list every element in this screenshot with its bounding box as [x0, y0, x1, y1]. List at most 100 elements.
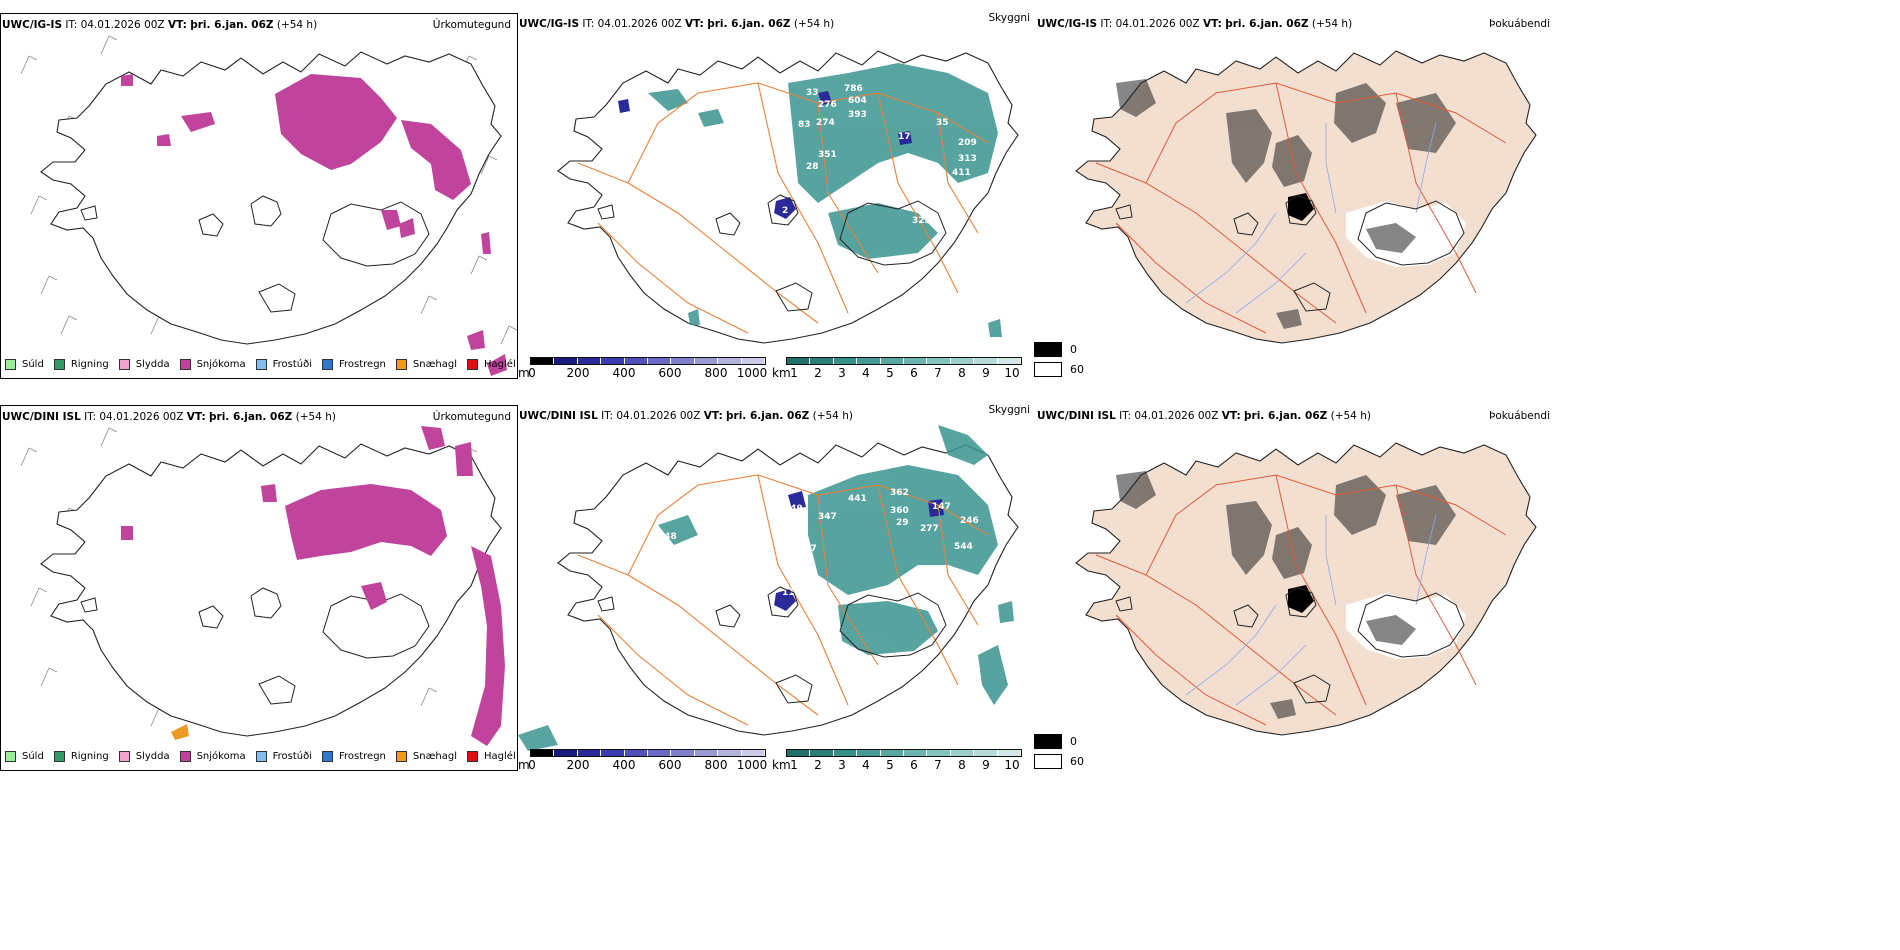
ceiling-label: 17 — [898, 132, 911, 142]
ceiling-label: 786 — [844, 84, 863, 94]
visibility-map: 748 342 149 441 362 360 147 246 29 277 3… — [518, 425, 1019, 751]
ceiling-label: 33 — [806, 88, 819, 98]
fog-high-areas — [1116, 471, 1456, 719]
ceiling-label: 35 — [936, 118, 949, 128]
panel-header: UWC/IG-IS IT: 04.01.2026 00Z VT: þri. 6.… — [2, 16, 513, 34]
panel-header: UWC/IG-IS IT: 04.01.2026 00Z VT: þri. 6.… — [1037, 15, 1552, 33]
legend-item: Rigning — [53, 750, 109, 762]
fog-index-map — [1075, 442, 1537, 736]
panel-header: UWC/IG-IS IT: 04.01.2026 00Z VT: þri. 6.… — [519, 13, 1032, 33]
legend-item: Rigning — [53, 358, 109, 370]
valid-time: þri. 6.jan. 06Z — [190, 19, 274, 31]
fog-roads — [1095, 474, 1507, 726]
legend-item: Snæhagl — [395, 358, 457, 370]
fog-index-panel-dini: UWC/DINI ISL IT: 04.01.2026 00Z VT: þri.… — [1036, 405, 1556, 771]
legend-item: Slydda — [118, 750, 170, 762]
ceiling-labels: 748 342 149 441 362 360 147 246 29 277 3… — [658, 488, 979, 598]
ceiling-colorbar: m 0 200 400 600 800 1000 — [518, 749, 768, 771]
ceiling-label: 342 — [728, 508, 747, 518]
ceiling-label: 277 — [920, 524, 939, 534]
precip-type-map — [20, 35, 517, 376]
legend-item: Frostregn — [322, 358, 386, 370]
low-ceiling-areas — [774, 491, 944, 611]
ceiling-label: 246 — [960, 516, 979, 526]
parameter-title: Þokuábendi — [1489, 18, 1550, 30]
visibility-panel-dini: 748 342 149 441 362 360 147 246 29 277 3… — [518, 405, 1036, 771]
ceiling-label: 441 — [848, 494, 867, 504]
ceiling-label: 360 — [890, 506, 909, 516]
model-name: UWC/DINI ISL — [2, 411, 81, 423]
fog-dense-areas — [1288, 193, 1314, 221]
legend-item: Frostúði — [255, 358, 312, 370]
ceiling-label: 351 — [818, 150, 837, 160]
parameter-title: Úrkomutegund — [432, 19, 511, 31]
fog-dense-areas — [1288, 585, 1314, 613]
roads — [577, 82, 989, 334]
ceiling-label: 147 — [932, 502, 951, 512]
roads — [577, 474, 989, 726]
ceiling-label: 748 — [658, 532, 677, 542]
visibility-colorbar: km 1 2 3 4 5 6 7 8 9 10 — [772, 749, 1022, 771]
ceiling-colorbar: m 0 200 400 600 800 1000 — [518, 357, 768, 379]
init-time: 04.01.2026 00Z — [80, 19, 165, 31]
ceiling-label: 274 — [816, 118, 835, 128]
ceiling-label: 367 — [798, 544, 817, 554]
visibility-panel-igis: 786 33 276 604 393 274 83 35 17 209 313 … — [518, 13, 1036, 379]
ceiling-label: 604 — [848, 96, 867, 106]
parameter-title: Skyggni — [988, 405, 1031, 416]
visibility-colorbar: km 1 2 3 4 5 6 7 8 9 10 — [772, 357, 1022, 379]
precip-type-legend: Súld Rigning Slydda Snjókoma Frostúði Fr… — [5, 748, 517, 764]
ceiling-label: 411 — [952, 168, 971, 178]
lead-time: (+54 h) — [276, 19, 318, 31]
ceiling-label: 16 — [790, 516, 803, 526]
ceiling-label: 313 — [958, 154, 977, 164]
legend-item: Slydda — [118, 358, 170, 370]
legend-item: Snjókoma — [179, 750, 246, 762]
parameter-title: Skyggni — [988, 13, 1031, 24]
fog-roads — [1095, 82, 1507, 334]
snowfall-areas — [121, 74, 507, 376]
ceiling-label: 544 — [954, 542, 973, 552]
panel-header: UWC/DINI ISL IT: 04.01.2026 00Z VT: þri.… — [1037, 407, 1552, 425]
ceiling-label: 393 — [848, 110, 867, 120]
rivers — [1185, 122, 1437, 314]
ceiling-label: 28 — [806, 162, 819, 172]
ceiling-label: 209 — [958, 138, 977, 148]
ceiling-labels: 786 33 276 604 393 274 83 35 17 209 313 … — [782, 84, 977, 226]
parameter-title: Þokuábendi — [1489, 410, 1550, 422]
ceiling-label: 347 — [818, 512, 837, 522]
legend-item: Haglél — [467, 750, 516, 762]
ceiling-label: 362 — [890, 488, 909, 498]
fog-index-legend: 0 60 — [1034, 339, 1084, 379]
low-visibility-areas — [518, 425, 1014, 751]
ceiling-label: 83 — [798, 120, 811, 130]
precip-type-map — [20, 426, 505, 746]
snowfall-areas — [121, 426, 505, 746]
legend-item: Snæhagl — [395, 750, 457, 762]
precip-type-panel-igis: UWC/IG-IS IT: 04.01.2026 00Z VT: þri. 6.… — [0, 13, 518, 379]
visibility-map: 786 33 276 604 393 274 83 35 17 209 313 … — [557, 50, 1019, 344]
fog-index-map — [1075, 50, 1537, 344]
model-name: UWC/IG-IS — [2, 19, 63, 31]
ceiling-label: 149 — [784, 504, 803, 514]
legend-item: Frostregn — [322, 750, 386, 762]
panel-header: UWC/DINI ISL IT: 04.01.2026 00Z VT: þri.… — [2, 408, 513, 426]
fog-index-legend: 0 60 — [1034, 731, 1084, 771]
rivers — [1185, 514, 1437, 706]
parameter-title: Úrkomutegund — [432, 411, 511, 423]
legend-item: Frostúði — [255, 750, 312, 762]
ceiling-label: 276 — [818, 100, 837, 110]
panel-header: UWC/DINI ISL IT: 04.01.2026 00Z VT: þri.… — [519, 405, 1032, 425]
legend-item: Snjókoma — [179, 358, 246, 370]
ceiling-label: 11 — [782, 588, 795, 598]
low-ceiling-areas — [618, 91, 912, 219]
ceiling-label: 2 — [782, 206, 788, 216]
precip-type-panel-dini: UWC/DINI ISL IT: 04.01.2026 00Z VT: þri.… — [0, 405, 518, 771]
precip-type-legend: Súld Rigning Slydda Snjókoma Frostúði Fr… — [5, 356, 517, 372]
legend-item: Súld — [5, 750, 44, 762]
ceiling-label: 325 — [912, 216, 931, 226]
legend-item: Súld — [5, 358, 44, 370]
fog-index-panel-igis: UWC/IG-IS IT: 04.01.2026 00Z VT: þri. 6.… — [1036, 13, 1556, 379]
legend-item: Haglél — [467, 358, 516, 370]
ceiling-label: 29 — [896, 518, 909, 528]
